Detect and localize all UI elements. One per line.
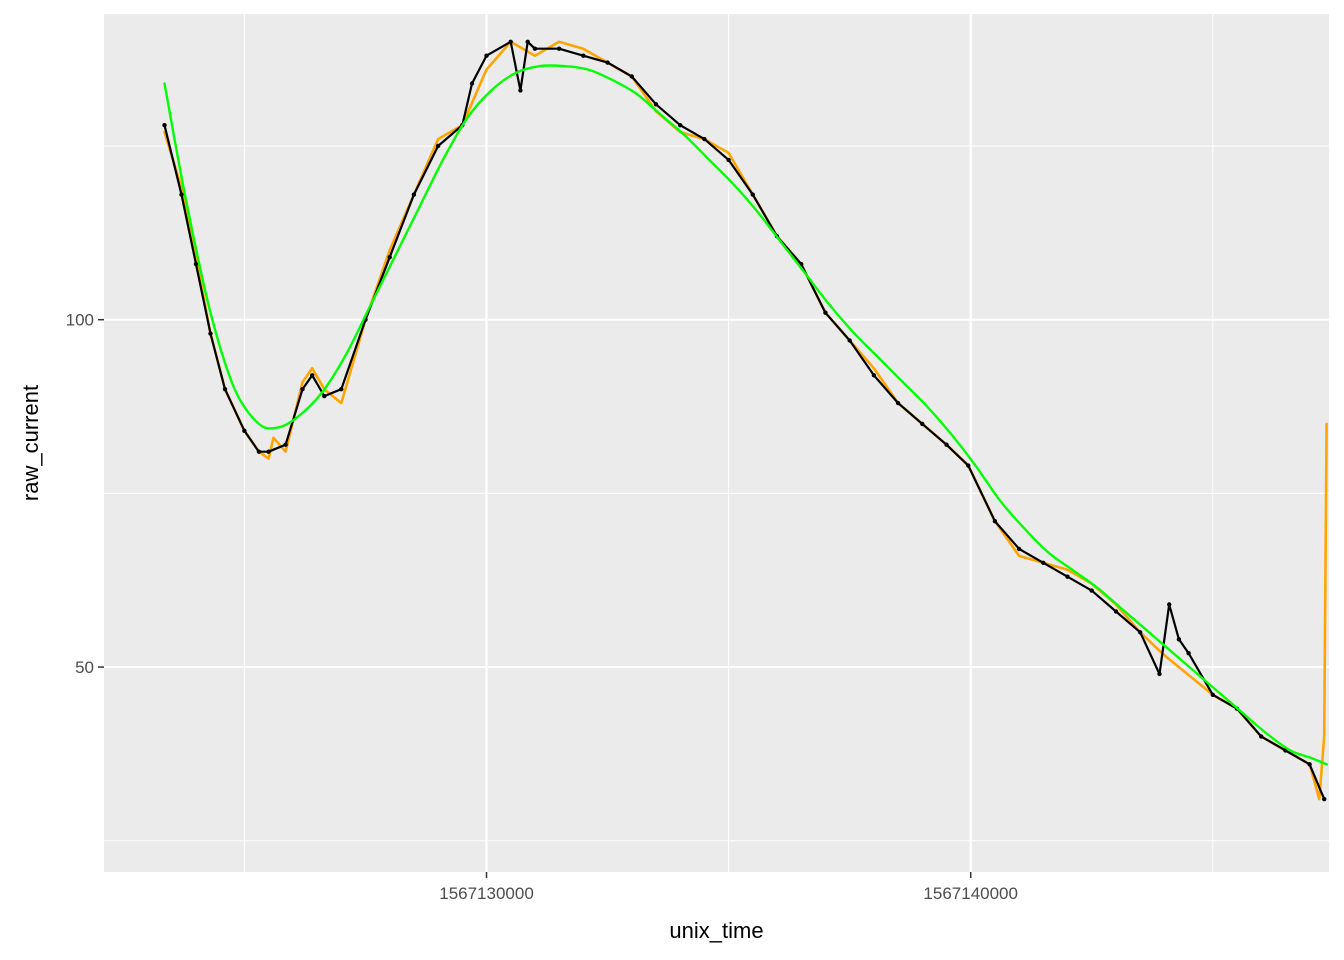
data-point <box>339 387 344 392</box>
data-point <box>653 102 659 107</box>
data-point <box>1176 637 1182 642</box>
data-point <box>847 338 852 343</box>
data-point <box>162 123 167 128</box>
data-point <box>193 261 199 267</box>
x-tick-label: 1567140000 <box>923 884 1018 903</box>
data-point <box>920 421 925 427</box>
data-point <box>525 39 530 44</box>
data-point <box>387 255 392 260</box>
data-point <box>518 88 523 93</box>
data-point <box>823 310 828 315</box>
data-point <box>1259 734 1264 739</box>
data-point <box>469 81 475 86</box>
data-point <box>322 393 327 399</box>
data-point <box>944 442 949 447</box>
data-point <box>484 53 489 58</box>
plot-panel <box>104 14 1329 872</box>
data-point <box>726 157 731 163</box>
data-point <box>581 53 586 58</box>
data-point <box>179 192 184 197</box>
data-point <box>605 60 610 65</box>
x-tick-label: 1567130000 <box>439 884 534 903</box>
y-axis-title: raw_current <box>18 385 43 501</box>
data-point <box>508 39 513 44</box>
data-point <box>871 373 877 378</box>
data-point <box>1016 546 1022 552</box>
data-point <box>222 387 228 392</box>
data-point <box>283 442 288 447</box>
data-point <box>242 428 247 433</box>
y-tick-label: 100 <box>66 311 94 330</box>
data-point <box>678 123 683 128</box>
y-tick-label: 50 <box>75 658 94 677</box>
data-point <box>1322 796 1327 802</box>
data-point <box>556 46 562 51</box>
series-line-2 <box>163 64 1328 766</box>
data-point <box>1113 609 1119 614</box>
data-point <box>266 449 271 454</box>
data-point <box>1167 602 1172 607</box>
data-point <box>1307 762 1312 767</box>
data-point <box>992 519 998 524</box>
data-point <box>895 400 901 406</box>
data-point <box>300 387 305 392</box>
data-point <box>256 449 262 454</box>
data-point <box>629 74 634 79</box>
data-point <box>1138 630 1143 635</box>
data-point <box>702 136 707 142</box>
data-point <box>750 192 755 197</box>
x-axis-title: unix_time <box>669 918 763 943</box>
data-point <box>1157 671 1162 677</box>
data-point <box>1089 588 1094 593</box>
data-point <box>966 463 971 468</box>
data-point <box>532 46 538 51</box>
data-point <box>1186 651 1191 656</box>
data-point <box>1210 692 1216 697</box>
data-point <box>411 192 417 197</box>
data-point <box>435 143 441 149</box>
data-point <box>310 373 315 378</box>
data-point <box>1041 560 1046 565</box>
data-point <box>1065 574 1070 579</box>
data-point <box>208 331 213 336</box>
